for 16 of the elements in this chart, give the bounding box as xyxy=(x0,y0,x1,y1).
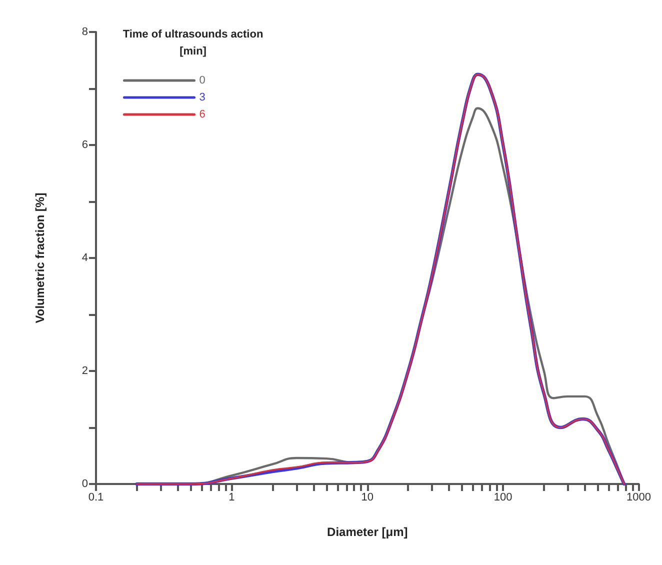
x-tick-label: 0.1 xyxy=(88,492,104,504)
legend-title: Time of ultrasounds action [min] xyxy=(122,28,264,58)
y-tick-label: 2 xyxy=(82,365,88,377)
y-axis-title: Volumetric fraction [%] xyxy=(33,192,47,324)
x-tick-label: 1000 xyxy=(626,492,652,504)
text: 3 xyxy=(199,92,206,104)
x-tick-label: 100 xyxy=(494,492,512,504)
x-tick-label: 1 xyxy=(228,492,235,504)
y-tick-label: 8 xyxy=(82,26,88,38)
y-tick-label: 4 xyxy=(82,252,88,264)
y-tick-label: 0 xyxy=(82,478,88,490)
x-tick-label: 10 xyxy=(361,492,374,504)
y-tick-label: 6 xyxy=(82,139,88,151)
x-axis-title: Diameter [μm] xyxy=(327,525,408,539)
text: 0 xyxy=(199,74,206,86)
text: 6 xyxy=(199,108,206,120)
